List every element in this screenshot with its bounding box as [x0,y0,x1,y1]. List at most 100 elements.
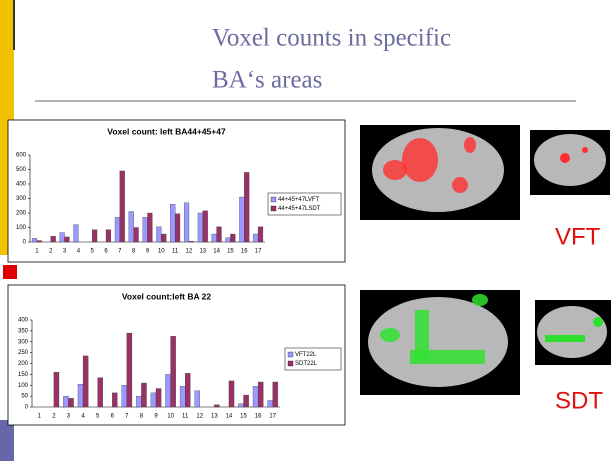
bar [143,217,148,242]
bar [37,241,42,242]
bar [54,372,59,407]
bar [170,204,175,242]
legend-swatch [288,352,293,357]
brain-image [535,300,611,365]
bar [129,212,134,242]
condition-label: SDT [555,387,603,414]
bar [171,336,176,407]
bar [180,386,185,407]
x-tick-label: 13 [211,414,218,420]
y-tick-label: 300 [18,339,29,345]
y-tick-label: 100 [16,225,27,231]
bar [60,233,65,242]
bar [122,385,127,407]
bar [134,228,139,243]
bar [253,234,258,242]
x-tick-label: 16 [255,414,262,420]
y-tick-label: 500 [16,167,27,173]
slide: Voxel counts in specific BA‘s areas VFT … [0,0,611,461]
bar [175,214,180,242]
bar [165,374,170,407]
bar [127,333,132,407]
x-tick-label: 16 [241,249,248,255]
bar [239,197,244,242]
bar [253,386,258,407]
bar [148,213,153,242]
y-tick-label: 200 [16,211,27,217]
bar [238,404,243,407]
x-tick-label: 17 [269,414,276,420]
y-tick-label: 100 [18,383,29,389]
bar [92,230,97,242]
x-tick-label: 15 [240,414,247,420]
y-tick-label: 250 [18,350,29,356]
bar [120,171,125,242]
x-tick-label: 17 [255,249,262,255]
bar [115,217,120,242]
legend-label: 44+45+47LVFT [278,197,320,203]
y-tick-label: 400 [18,318,29,324]
brain-image [530,130,610,195]
y-tick-label: 400 [16,182,27,188]
x-tick-label: 10 [158,249,165,255]
bar [203,211,208,242]
bar [161,234,166,242]
chart-title: Voxel count:left BA 22 [122,291,212,301]
bar [83,356,88,407]
bar [141,383,146,407]
bar [244,395,249,407]
x-tick-label: 10 [167,414,174,420]
y-tick-label: 600 [16,153,27,159]
bar [185,373,190,407]
bar [32,238,37,242]
bar [106,230,111,242]
bar [258,382,263,407]
bar [65,237,70,242]
y-tick-label: 150 [18,372,29,378]
bar [230,234,235,242]
bar [112,393,117,407]
y-tick-label: 300 [16,196,27,202]
side-square-red [3,265,17,279]
bar [217,227,222,242]
bar [273,382,278,407]
x-tick-label: 12 [186,249,193,255]
brain-image [360,290,520,395]
condition-label: VFT [555,223,601,250]
bar [189,241,194,242]
bar [198,213,203,242]
x-tick-label: 14 [226,414,233,420]
bar [74,225,79,242]
bar [258,227,263,242]
bar [78,384,83,407]
bar [51,236,56,242]
x-tick-label: 13 [199,249,206,255]
bar [229,381,234,407]
bar [214,405,219,407]
bar [195,391,200,407]
y-tick-label: 200 [18,361,29,367]
bar [156,389,161,407]
bar [136,396,141,407]
bar [212,234,217,242]
legend-label: VFT22L [295,352,317,358]
chart-title: Voxel count: left BA44+45+47 [107,126,226,136]
x-tick-label: 12 [196,414,203,420]
bar [268,400,273,407]
y-tick-label: 50 [21,394,28,400]
x-tick-label: 15 [227,249,234,255]
y-tick-label: 350 [18,328,29,334]
x-tick-label: 11 [172,249,179,255]
bar [244,172,249,242]
x-tick-label: 11 [182,414,189,420]
legend-swatch [271,206,276,211]
bar [156,227,161,242]
bar [184,203,189,242]
x-tick-label: 14 [213,249,220,255]
side-bar-blue [0,420,14,461]
brain-image [360,125,520,220]
bar [68,398,73,407]
bar [98,378,103,407]
bar [63,396,68,407]
slide-title: Voxel counts in specific [212,25,451,52]
